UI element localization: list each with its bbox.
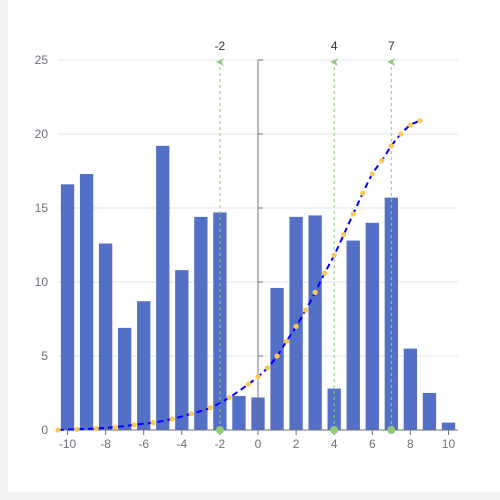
x-tick-label: 8 <box>407 437 414 451</box>
curve-series <box>55 118 423 433</box>
curve-point <box>226 394 233 401</box>
curve-point <box>274 353 280 359</box>
curve-point <box>293 323 299 329</box>
x-tick-label: 4 <box>331 437 338 451</box>
curve-point <box>112 424 118 430</box>
curve-point <box>388 143 394 149</box>
bar <box>270 287 284 430</box>
y-tick-label: 20 <box>35 127 49 141</box>
bar <box>118 327 132 430</box>
x-tick-label: -8 <box>100 437 111 451</box>
bar <box>403 348 418 430</box>
y-tick-label: 15 <box>35 201 49 215</box>
bar <box>156 145 170 430</box>
bar <box>365 222 379 430</box>
curve-point <box>303 307 309 313</box>
x-tick-label: -4 <box>176 437 187 451</box>
curve-point <box>417 118 423 124</box>
mark-line-start-dot <box>330 426 339 434</box>
bar <box>232 395 246 430</box>
y-tick-label: 10 <box>35 275 49 289</box>
bar <box>441 422 456 430</box>
curve-point <box>331 252 337 258</box>
bar <box>137 301 151 430</box>
curve-point <box>283 338 290 344</box>
bar-series <box>60 145 456 430</box>
bar <box>289 216 303 430</box>
curve-point <box>207 405 213 411</box>
x-tick-label: 10 <box>442 437 456 451</box>
bar <box>194 216 208 430</box>
bar <box>60 184 75 430</box>
x-tick-label: -10 <box>59 437 77 451</box>
bar <box>98 243 113 430</box>
mark-line-start-dot <box>215 426 224 434</box>
tick-labels: 0 5 10 15 20 25 -10 -8 -6 -4 -2 0 2 4 6 8 10 <box>35 53 456 451</box>
left-panel-edge <box>0 0 8 500</box>
x-tick-label: 6 <box>369 437 376 451</box>
curve-point <box>93 425 99 432</box>
curve-point <box>255 374 261 380</box>
curve-point <box>55 427 61 433</box>
bar <box>175 270 189 430</box>
curve-point <box>341 232 347 238</box>
bar <box>308 215 322 430</box>
x-tick-label: 0 <box>255 437 262 451</box>
curve-point <box>245 381 252 387</box>
x-tick-label: 2 <box>293 437 300 451</box>
mark-line-label: 7 <box>388 39 395 53</box>
x-tick-label: -2 <box>215 437 226 451</box>
curve-point <box>131 422 137 428</box>
curve-point <box>350 211 356 217</box>
y-tick-label: 0 <box>41 423 48 437</box>
curve-point <box>312 289 318 295</box>
x-tick-label: -6 <box>138 437 149 451</box>
curve-point <box>264 365 271 371</box>
curve-point <box>74 426 80 432</box>
curve-point <box>169 416 175 422</box>
mark-line-label: 4 <box>331 39 338 53</box>
bar <box>79 173 94 430</box>
y-tick-label: 5 <box>41 349 48 363</box>
bottom-panel-edge <box>0 492 500 500</box>
curve-point <box>398 131 404 137</box>
y-tick-label: 25 <box>35 53 49 67</box>
curve-point <box>369 171 375 177</box>
bar <box>422 393 437 430</box>
bar <box>346 240 360 430</box>
curve-point <box>360 190 366 196</box>
curve-point <box>322 270 328 276</box>
mark-line-start-dot <box>387 426 396 434</box>
curve-point <box>188 411 194 417</box>
mark-lines: -2 4 7 <box>215 39 396 434</box>
curve-point <box>407 122 413 128</box>
curve-point <box>379 158 385 164</box>
mark-line-label: -2 <box>215 39 226 53</box>
curve-point <box>150 420 156 426</box>
curve-line <box>57 119 421 431</box>
